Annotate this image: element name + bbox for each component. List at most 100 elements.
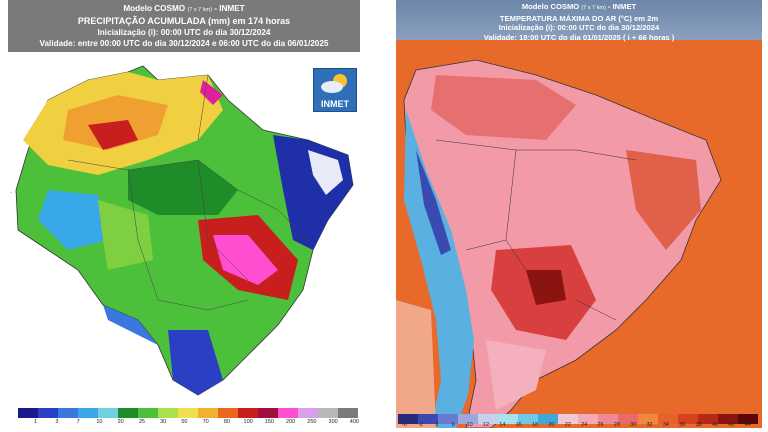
legend-swatch: [178, 408, 198, 418]
state-borders: [67, 74, 309, 311]
legend-swatch: [658, 414, 678, 424]
legend-swatch: [258, 408, 278, 418]
initialization-text: Inicialização (i): 00:00 UTC do dia 30/1…: [97, 28, 271, 37]
precipitation-map-header: Modelo COSMO (7 x 7 km) - INMET PRECIPIT…: [8, 0, 360, 52]
legend-label: 44: [744, 422, 751, 428]
temperature-map-header: Modelo COSMO (7 x 7 km) - INMET TEMPERAT…: [396, 0, 762, 42]
legend-label: 30: [160, 419, 167, 425]
legend-label: 7: [76, 419, 80, 425]
legend-swatch: [598, 414, 618, 424]
legend-label: 40: [711, 422, 719, 428]
legend-swatch: [558, 414, 578, 424]
legend-label: 50: [181, 419, 188, 425]
temperature-map-panel: Modelo COSMO (7 x 7 km) - INMET TEMPERAT…: [396, 0, 762, 428]
legend-swatch: [518, 414, 538, 424]
north-magenta: [200, 80, 223, 105]
legend-label: 2: [435, 422, 439, 428]
legend-label: 42: [728, 422, 735, 428]
inmet-logo: INMET: [313, 68, 357, 112]
west-green: [98, 200, 153, 270]
legend-swatch: [118, 408, 138, 418]
legend-label: 34: [662, 422, 669, 428]
central-green: [128, 160, 238, 215]
legend-swatch: [698, 414, 718, 424]
legend-label: 300: [328, 419, 338, 425]
map-title: PRECIPITAÇÃO ACUMULADA (mm) em 174 horas: [77, 16, 291, 26]
chaco-hotspot: [526, 270, 566, 305]
legend-swatch: [418, 414, 438, 424]
legend-swatch: [578, 414, 598, 424]
legend-label: 70: [202, 419, 209, 425]
southwest-blue: [103, 305, 158, 345]
map-title: TEMPERATURA MÁXIMA DO AR (°C) em 2m: [499, 13, 659, 23]
legend-label: -2: [418, 422, 423, 428]
legend-label: 12: [482, 422, 490, 428]
legend-swatch: [58, 408, 78, 418]
legend-label: 14: [499, 422, 506, 428]
legend-swatch: [18, 408, 38, 418]
legend-label: 26: [597, 422, 604, 428]
precipitation-legend-labels: 1 3 7 10 20 25 30 50 70 80 100 150 200 250 300 400: [25, 419, 360, 425]
legend-label: 25: [138, 419, 145, 425]
legend-label: 200: [286, 419, 296, 425]
legend-swatch: [678, 414, 698, 424]
legend-label: 24: [581, 422, 588, 428]
legend-swatch: [498, 414, 518, 424]
legend-swatch: [338, 408, 358, 418]
initialization-text: Inicialização (i): 00:00 UTC do dia 30/1…: [498, 23, 660, 32]
precipitation-map-panel: Modelo COSMO (7 x 7 km) - INMET PRECIPIT…: [8, 0, 360, 426]
legend-label: 22: [564, 422, 571, 428]
legend-label: 80: [223, 419, 230, 425]
east-warm: [626, 150, 701, 250]
amazon-red: [88, 120, 138, 150]
legend-label: 250: [307, 419, 317, 425]
legend-label: 10: [466, 422, 473, 428]
logo-text: INMET: [321, 99, 349, 109]
legend-swatch: [138, 408, 158, 418]
brazil-precipitation-map: [15, 65, 354, 396]
precipitation-legend: [18, 408, 358, 418]
andes-blue: [416, 150, 451, 255]
legend-swatch: [278, 408, 298, 418]
legend-swatch: [718, 414, 738, 424]
legend-label: 1: [34, 419, 38, 425]
legend-label: 6: [451, 422, 455, 428]
legend-label: 28: [613, 422, 620, 428]
legend-swatch: [458, 414, 478, 424]
model-title: Modelo COSMO (7 x 7 km) - INMET: [521, 2, 637, 11]
legend-label: 20: [548, 422, 555, 428]
legend-label: 18: [531, 422, 539, 428]
legend-swatch: [638, 414, 658, 424]
legend-label: 30: [630, 422, 637, 428]
legend-label: 20: [117, 419, 124, 425]
legend-swatch: [438, 414, 458, 424]
southern-ocean-light: [396, 300, 436, 428]
south-america-temperature-map: [396, 0, 762, 428]
legend-swatch: [78, 408, 98, 418]
legend-swatch: [238, 408, 258, 418]
validity-text: Validade: entre 00:00 UTC do dia 30/12/2…: [39, 39, 329, 48]
south-low-precip: [168, 330, 223, 395]
country-borders: [435, 139, 637, 321]
legend-swatch: [298, 408, 318, 418]
legend-swatch: [398, 414, 418, 424]
legend-label: 32: [646, 422, 653, 428]
legend-swatch: [618, 414, 638, 424]
legend-swatch: [538, 414, 558, 424]
legend-swatch: [218, 408, 238, 418]
central-magenta: [213, 235, 278, 285]
legend-label: 38: [695, 422, 702, 428]
legend-swatch: [98, 408, 118, 418]
legend-label: -6: [401, 422, 407, 428]
temperature-legend-labels: -6 -2 2 6 10 12 14 16 18 20 22 24 26 28 30 32 34 36 38 40 42…: [396, 422, 756, 428]
northeast-coast-white: [308, 150, 343, 195]
legend-swatch: [38, 408, 58, 418]
legend-swatch: [158, 408, 178, 418]
legend-label: 10: [96, 419, 103, 425]
sun-cloud-icon: [321, 74, 347, 93]
lat-tick: -: [10, 190, 12, 196]
legend-swatch: [478, 414, 498, 424]
south-pink: [486, 340, 546, 410]
legend-label: 150: [264, 419, 274, 425]
legend-swatch: [198, 408, 218, 418]
